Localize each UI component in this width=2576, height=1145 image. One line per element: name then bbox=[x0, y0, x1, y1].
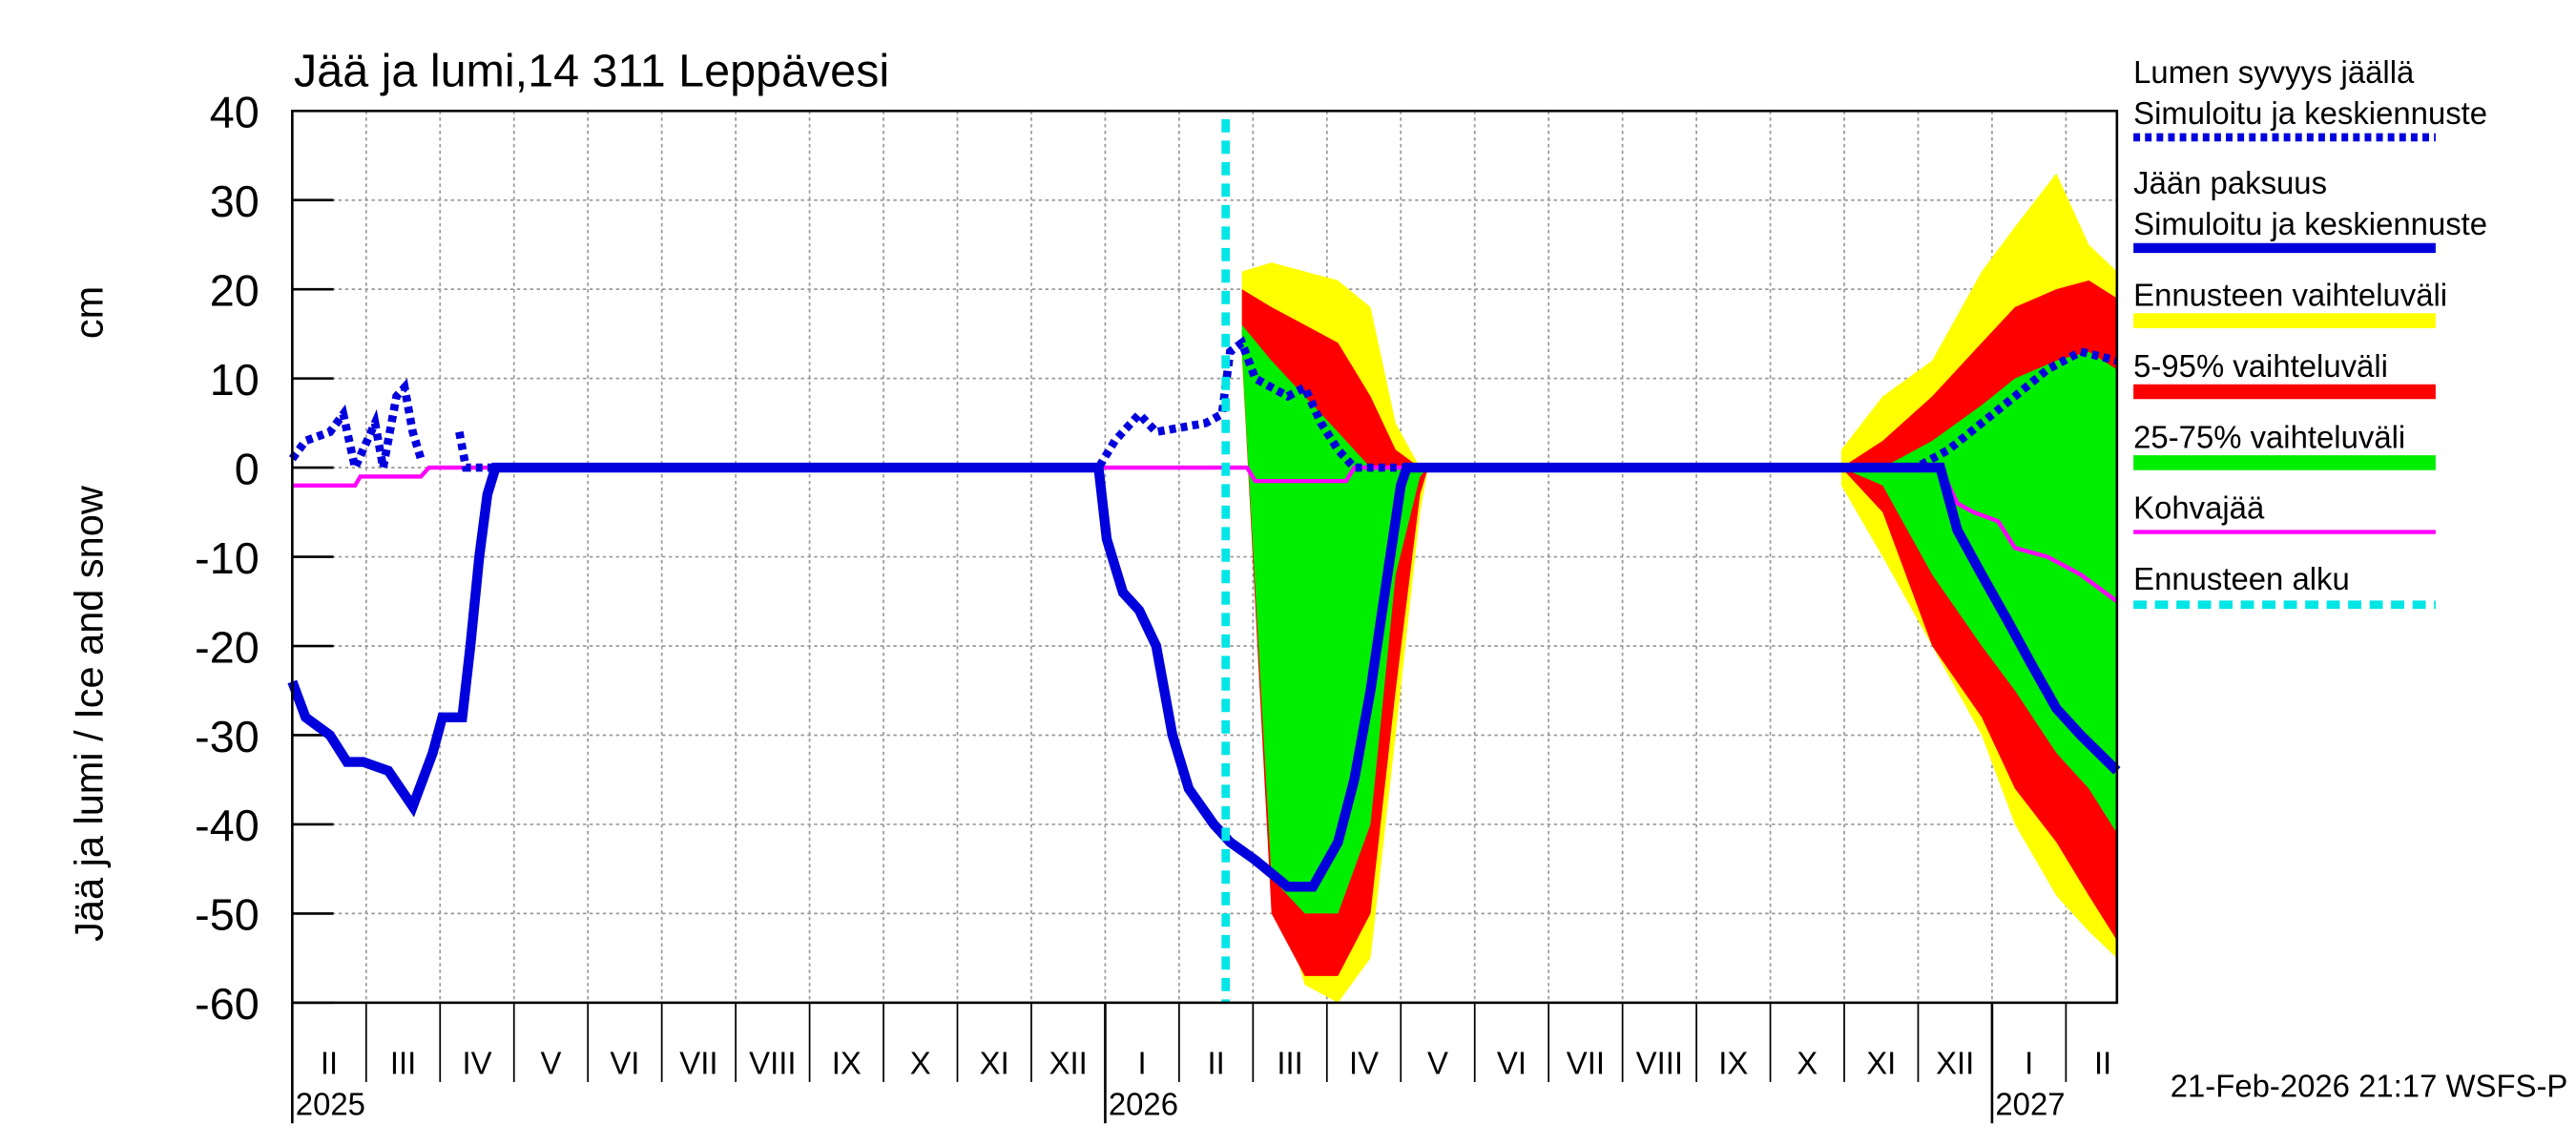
legend-label: Kohvajää bbox=[2133, 490, 2265, 526]
month-label: XII bbox=[1936, 1045, 1974, 1080]
month-label: XII bbox=[1049, 1045, 1088, 1080]
y-tick-label: -30 bbox=[195, 712, 260, 761]
series-line bbox=[292, 465, 2119, 604]
month-label: V bbox=[1427, 1045, 1448, 1080]
legend-label: 5-95% vaihteluväli bbox=[2133, 348, 2388, 384]
month-label: II bbox=[2094, 1045, 2111, 1080]
month-label: IX bbox=[832, 1045, 862, 1080]
month-label: IV bbox=[462, 1045, 491, 1080]
y-tick-label: -10 bbox=[195, 533, 260, 583]
legend-label: 25-75% vaihteluväli bbox=[2133, 419, 2405, 454]
legend-sublabel: Simuloitu ja keskiennuste bbox=[2133, 95, 2487, 131]
month-label: IX bbox=[1718, 1045, 1748, 1080]
y-tick-label: 40 bbox=[210, 88, 260, 137]
series-line bbox=[288, 336, 2118, 481]
month-label: VI bbox=[610, 1045, 639, 1080]
y-tick-label: -50 bbox=[195, 890, 260, 940]
month-label: VI bbox=[1497, 1045, 1527, 1080]
month-label: II bbox=[321, 1045, 338, 1080]
y-tick-label: 0 bbox=[235, 444, 260, 493]
year-label: 2025 bbox=[296, 1087, 365, 1122]
month-label: VII bbox=[1567, 1045, 1605, 1080]
month-label: X bbox=[1797, 1045, 1818, 1080]
y-tick-label: -40 bbox=[195, 801, 260, 850]
month-label: X bbox=[910, 1045, 931, 1080]
month-label: III bbox=[1277, 1045, 1302, 1080]
month-label: XI bbox=[1866, 1045, 1896, 1080]
y-tick-label: 30 bbox=[210, 177, 260, 226]
y-tick-label: 10 bbox=[210, 355, 260, 405]
footer: 21-Feb-2026 21:17 WSFS-P bbox=[2171, 1069, 2568, 1104]
month-label: IV bbox=[1349, 1045, 1379, 1080]
legend-sublabel: Simuloitu ja keskiennuste bbox=[2133, 206, 2487, 241]
legend-label: Lumen syvyys jäällä bbox=[2133, 54, 2415, 90]
chart-title: Jää ja lumi,14 311 Leppävesi bbox=[294, 45, 889, 96]
month-label: III bbox=[390, 1045, 416, 1080]
legend-label: Ennusteen alku bbox=[2133, 561, 2350, 596]
year-label: 2026 bbox=[1109, 1087, 1178, 1122]
legend-label: Jään paksuus bbox=[2133, 165, 2327, 200]
month-label: VIII bbox=[1636, 1045, 1683, 1080]
month-label: I bbox=[1138, 1045, 1147, 1080]
year-label: 2027 bbox=[1995, 1087, 2065, 1122]
month-label: V bbox=[540, 1045, 561, 1080]
forecast-band bbox=[1241, 280, 2117, 976]
y-axis-label: Jää ja lumi / Ice and snow bbox=[66, 485, 111, 942]
month-label: VIII bbox=[749, 1045, 796, 1080]
plot-frame bbox=[291, 109, 2119, 1005]
y-tick-label: -60 bbox=[195, 979, 260, 1029]
y-tick-label: 20 bbox=[210, 265, 260, 315]
month-label: II bbox=[1207, 1045, 1224, 1080]
month-label: VII bbox=[679, 1045, 717, 1080]
legend-label: Ennusteen vaihteluväli bbox=[2133, 277, 2447, 312]
month-label: I bbox=[2025, 1045, 2033, 1080]
month-label: XI bbox=[980, 1045, 1009, 1080]
series-line bbox=[287, 462, 2121, 892]
y-axis-unit: cm bbox=[66, 286, 111, 339]
y-tick-label: -20 bbox=[195, 622, 260, 672]
